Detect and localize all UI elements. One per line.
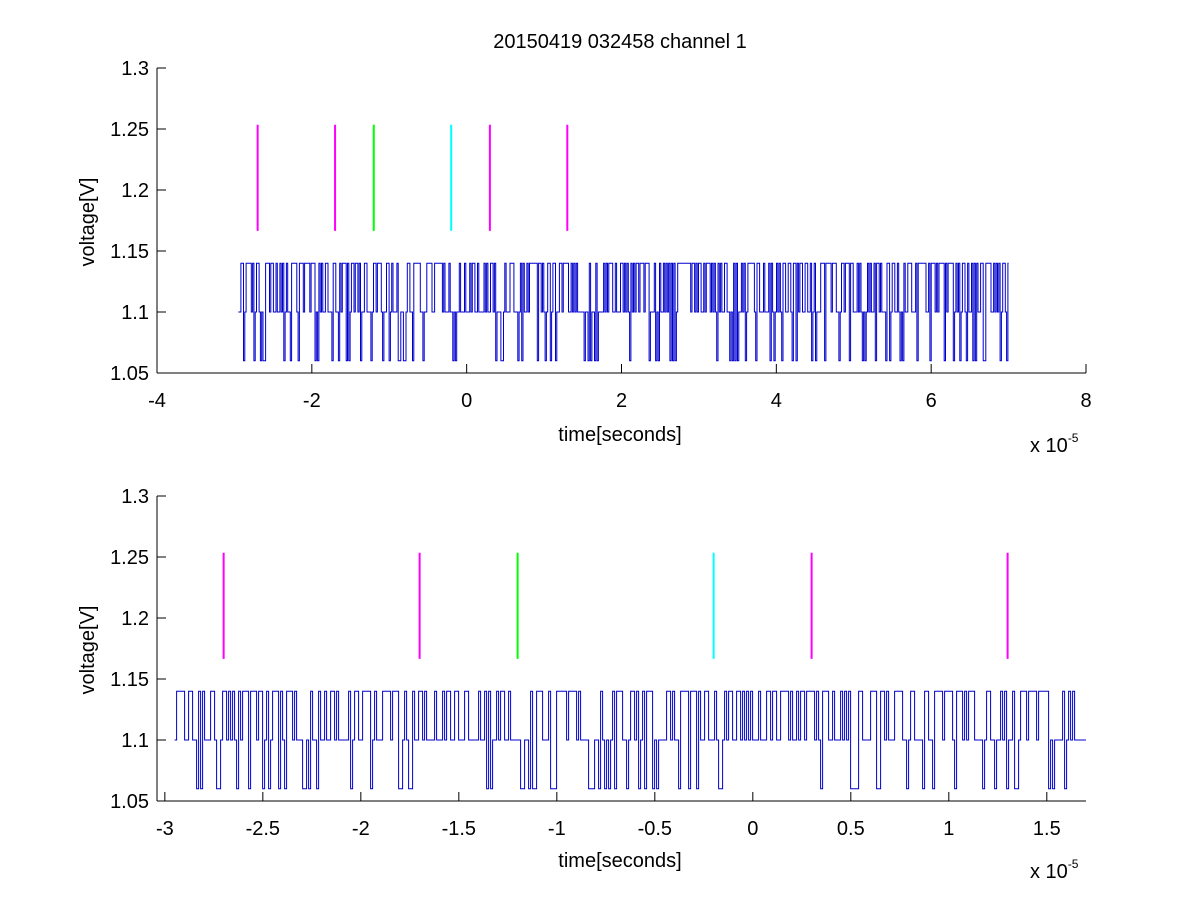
x-tick-label: 0 — [461, 390, 472, 412]
x-tick-label: -2 — [303, 390, 321, 412]
x-tick-label: 2 — [616, 390, 627, 412]
x-tick-label: 0 — [747, 818, 758, 840]
y-tick-label: 1.15 — [110, 241, 149, 263]
y-tick-label: 1.25 — [110, 119, 149, 141]
signal-trace — [238, 262, 1009, 362]
x-tick-label: 0.5 — [837, 818, 865, 840]
y-tick-label: 1.1 — [121, 730, 149, 752]
x-multiplier-base-top: x 10 — [1030, 435, 1068, 457]
x-tick-label: 8 — [1080, 390, 1091, 412]
x-tick-label: -1 — [548, 818, 566, 840]
y-tick-label: 1.1 — [121, 302, 149, 324]
subplot-top: -4 -2 0 2 4 6 8 1.05 1.1 1.15 1.2 1.25 1.3 time[seco… — [77, 58, 1092, 457]
x-multiplier-exp-bottom: -5 — [1068, 857, 1079, 871]
x-tick-label: -1.5 — [442, 818, 476, 840]
x-tick-label: 6 — [926, 390, 937, 412]
marker-layer-top — [256, 124, 569, 231]
x-multiplier-bottom: x 10-5 — [1030, 857, 1079, 883]
y-axis-label-top: voltage[V] — [77, 178, 99, 267]
x-tick-label: 4 — [771, 390, 782, 412]
x-tick-label: -3 — [156, 818, 174, 840]
y-tick-label: 1.3 — [121, 486, 149, 508]
y-tick-label: 1.15 — [110, 669, 149, 691]
x-axis-label-bottom: time[seconds] — [558, 850, 681, 872]
x-tick-label: -2 — [352, 818, 370, 840]
x-tick-label: -0.5 — [638, 818, 672, 840]
y-tick-label: 1.2 — [121, 180, 149, 202]
ticks-bottom: -3 -2.5 -2 -1.5 -1 -0.5 0 0.5 1 1.5 1.05 1.1 1.15 1.2… — [110, 486, 1061, 840]
x-multiplier-exp-top: -5 — [1068, 431, 1079, 445]
ticks-top: -4 -2 0 2 4 6 8 1.05 1.1 1.15 1.2 1.25 1.3 — [110, 58, 1092, 412]
marker-layer-bottom — [222, 552, 1009, 659]
x-axis-label-top: time[seconds] — [558, 424, 681, 446]
x-tick-label: 1 — [943, 818, 954, 840]
signal-trace — [174, 690, 1086, 790]
y-tick-label: 1.25 — [110, 547, 149, 569]
axes-bottom — [156, 496, 1086, 802]
x-tick-label: 1.5 — [1033, 818, 1061, 840]
trace-layer-bottom — [174, 690, 1086, 790]
x-multiplier-top: x 10-5 — [1030, 431, 1079, 457]
y-tick-label: 1.3 — [121, 58, 149, 80]
y-axis-label-bottom: voltage[V] — [77, 606, 99, 695]
x-tick-label: -4 — [148, 390, 166, 412]
x-multiplier-base-bottom: x 10 — [1030, 861, 1068, 883]
y-tick-label: 1.05 — [110, 363, 149, 385]
y-tick-label: 1.05 — [110, 791, 149, 813]
subplot-bottom: -3 -2.5 -2 -1.5 -1 -0.5 0 0.5 1 1.5 1.05 1.1 1.15 1.2… — [77, 486, 1086, 883]
y-tick-label: 1.2 — [121, 608, 149, 630]
x-tick-label: -2.5 — [246, 818, 280, 840]
trace-layer-top — [238, 262, 1009, 362]
figure-title: 20150419 032458 channel 1 — [493, 31, 747, 53]
